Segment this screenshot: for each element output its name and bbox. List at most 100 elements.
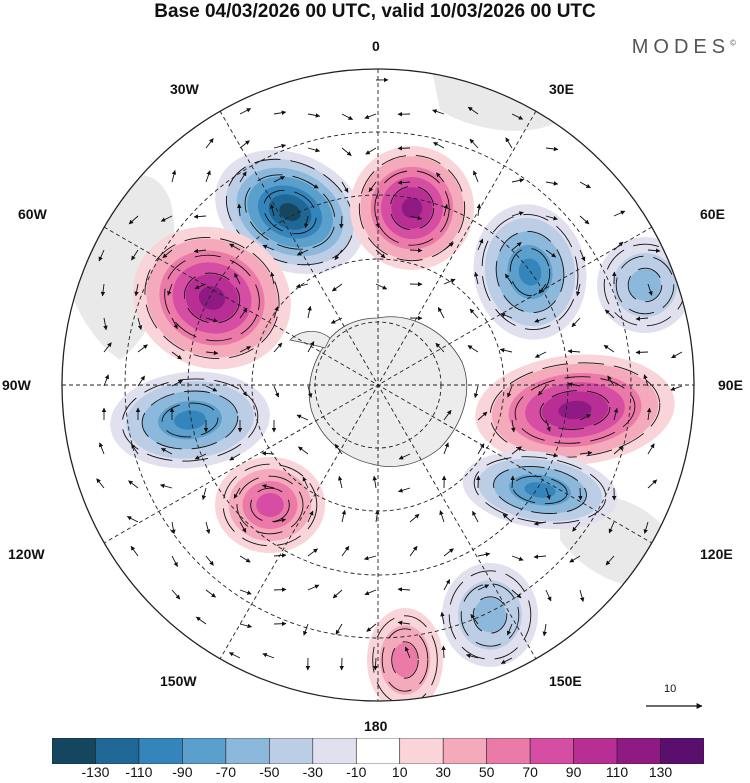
wind-arrow (364, 113, 377, 119)
wind-arrow (296, 249, 309, 256)
anomaly-high-10e (350, 146, 474, 270)
wind-arrow (439, 510, 445, 523)
lon-label-150w: 150W (160, 673, 197, 689)
wind-arrow (137, 344, 148, 353)
wind-arrow (201, 487, 207, 501)
wind-arrow (567, 382, 581, 387)
colorbar-tick-labels: -130 -110 -90 -70 -50 -30 -10 10 30 50 70 90 110 130 (0, 764, 750, 782)
brand-logo: MODES© (632, 36, 736, 59)
colorbar-swatch (486, 738, 531, 764)
wind-arrow (533, 521, 547, 526)
antarctic-peninsula (289, 331, 331, 349)
wind-arrow (477, 552, 491, 557)
wind-arrow (126, 516, 139, 523)
streamline (250, 487, 290, 523)
wind-arrow (507, 385, 513, 398)
wind-arrow (273, 587, 287, 592)
wind-arrow (511, 211, 524, 217)
wind-arrow (130, 545, 139, 557)
wind-arrow (537, 385, 547, 396)
wind-arrow (239, 623, 253, 629)
wind-arrow (511, 178, 525, 183)
wind-arrow (469, 138, 479, 149)
wind-arrow (443, 242, 454, 251)
streamline (164, 254, 260, 342)
wind-arrow (98, 249, 105, 262)
streamline (509, 247, 551, 297)
chart-title: Base 04/03/2026 00 UTC, valid 10/03/2026… (154, 1, 596, 22)
wind-arrow (303, 623, 309, 636)
wind-arrow (579, 450, 593, 456)
wind-arrow (134, 283, 139, 297)
streamline (141, 390, 239, 450)
lon-label-150e: 150E (549, 673, 582, 689)
wind-arrow (575, 283, 581, 297)
contour-fill (558, 400, 592, 420)
colorbar-tick: 90 (565, 764, 582, 780)
wind-arrow (273, 176, 285, 183)
map-border (61, 68, 695, 702)
wind-arrow (171, 351, 182, 360)
wind-arrow (473, 385, 479, 399)
wind-arrow (167, 283, 173, 296)
brand-text: MODES (631, 36, 731, 58)
streamline (358, 154, 466, 262)
wind-arrow (273, 553, 287, 558)
wind-arrow (363, 555, 377, 561)
wind-arrow (128, 480, 139, 489)
streamline (489, 362, 661, 458)
colorbar-tick: -70 (215, 764, 236, 780)
wind-arrow (545, 181, 559, 186)
wind-arrow (171, 169, 177, 183)
anomaly-high-135w (215, 457, 325, 553)
wind-arrow (341, 181, 349, 193)
colorbar-swatch (182, 738, 227, 764)
wind-arrow (205, 385, 218, 392)
wind-arrow (436, 172, 445, 183)
wind-arrow (469, 308, 479, 319)
wind-arrow (477, 238, 484, 251)
wind-arrow (229, 243, 241, 251)
wind-arrow (307, 385, 313, 398)
wind-arrow (302, 476, 309, 489)
wind-arrow (635, 350, 649, 355)
colorbar-swatch (52, 738, 96, 764)
wind-arrow (443, 548, 454, 557)
wind-arrow (330, 317, 343, 324)
wind-arrow (635, 316, 649, 321)
wind-arrow (467, 345, 479, 353)
streamline (144, 236, 280, 360)
wind-arrow (375, 509, 380, 523)
wind-arrow (443, 579, 451, 591)
wind-arrow (409, 545, 418, 557)
wind-arrow (239, 140, 250, 149)
wind-arrow (477, 443, 485, 455)
wind-arrow (171, 589, 181, 600)
colorbar-tick: 110 (605, 764, 629, 780)
wind-arrow (647, 443, 655, 455)
lon-label-30w: 30W (170, 81, 199, 97)
contour-fill (256, 493, 284, 517)
wind-arrow (273, 342, 283, 353)
wind-arrow (608, 521, 615, 534)
wind-arrow (304, 215, 309, 229)
wind-arrow (307, 341, 315, 353)
wind-arrow (307, 181, 319, 189)
streamline (514, 376, 636, 444)
colorbar-swatch (616, 738, 661, 764)
wind-arrow (375, 283, 388, 290)
streamline (374, 170, 450, 246)
wind-arrow (159, 483, 173, 489)
wind-arrow (409, 513, 420, 523)
colorbar-swatch (573, 738, 618, 764)
colorbar-swatch (312, 738, 357, 764)
wind-arrow (511, 242, 522, 251)
wind-arrow (647, 248, 661, 253)
wind-vectors (96, 77, 683, 671)
wind-arrow (193, 248, 207, 254)
wind-arrow (239, 346, 252, 353)
wind-arrow (239, 589, 252, 595)
wind-arrow (571, 317, 581, 328)
wind-arrow (465, 653, 479, 659)
